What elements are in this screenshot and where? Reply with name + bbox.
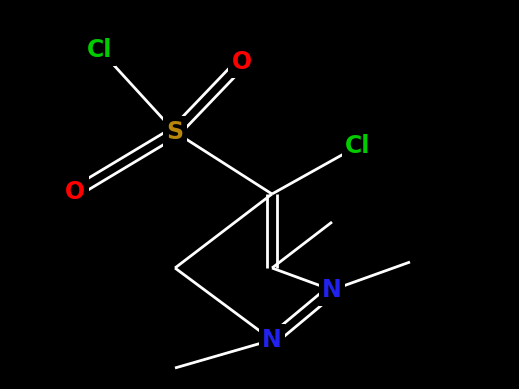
Text: O: O [232,50,252,74]
Text: S: S [167,120,184,144]
Text: N: N [322,278,342,302]
Text: Cl: Cl [87,38,113,62]
Text: O: O [65,180,85,204]
Text: N: N [262,328,282,352]
Text: Cl: Cl [345,134,371,158]
